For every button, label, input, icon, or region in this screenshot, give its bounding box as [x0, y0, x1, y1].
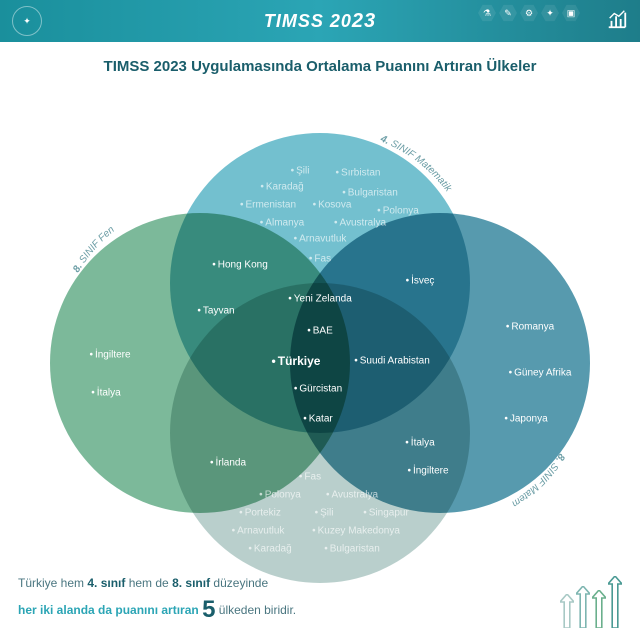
- country-label: Katar: [303, 414, 332, 425]
- country-label: Kosova: [313, 200, 352, 211]
- country-label: Hong Kong: [212, 260, 268, 271]
- country-label: Polonya: [377, 206, 419, 217]
- logo-glyph: ✦: [23, 16, 31, 27]
- country-label: Fas: [299, 472, 321, 483]
- country-label: Polonya: [259, 490, 301, 501]
- logo-emblem: ✦: [12, 6, 42, 36]
- country-label: Arnavutluk: [232, 526, 285, 537]
- country-label: İngiltere: [89, 350, 130, 361]
- country-label: Portekiz: [239, 508, 281, 519]
- header-hex-decor: ⚗✎⚙✦▣: [478, 4, 580, 22]
- country-label: Japonya: [504, 414, 547, 425]
- up-arrow-icon: [560, 594, 574, 628]
- brand-title: TIMSS 2023: [264, 10, 376, 33]
- up-arrow-icon: [576, 586, 590, 628]
- country-label: Avustralya: [326, 490, 378, 501]
- up-arrow-icon: [592, 590, 606, 628]
- footer: Türkiye hem 4. sınıf hem de 8. sınıf düz…: [18, 574, 622, 628]
- country-label: Şili: [315, 508, 334, 519]
- country-label: İtalya: [91, 388, 120, 399]
- header-bar: ✦ ⚗✎⚙✦▣ TIMSS 2023: [0, 0, 640, 42]
- country-label: Bulgaristan: [342, 188, 398, 199]
- country-label: İsveç: [406, 276, 435, 287]
- arrows-icon: [560, 576, 622, 628]
- country-label: Tayvan: [197, 306, 234, 317]
- country-label: Güney Afrika: [509, 368, 572, 379]
- chart-icon: [606, 8, 628, 35]
- country-label: Sırbistan: [336, 168, 381, 179]
- venn-diagram: 4. SINIF Matematik 8. SINIF Fen 8. SINIF…: [0, 83, 640, 533]
- country-label: Suudi Arabistan: [354, 356, 430, 367]
- country-label: Ermenistan: [240, 200, 296, 211]
- up-arrow-icon: [608, 576, 622, 628]
- country-label: Bulgaristan: [324, 544, 380, 555]
- country-label: Şili: [291, 166, 310, 177]
- country-label: Fas: [309, 254, 331, 265]
- country-label: Karadağ: [260, 182, 303, 193]
- country-label: Arnavutluk: [294, 234, 347, 245]
- country-label: İrlanda: [210, 458, 246, 469]
- country-label: İngiltere: [407, 466, 448, 477]
- country-label: Kuzey Makedonya: [312, 526, 400, 537]
- footer-text: Türkiye hem 4. sınıf hem de 8. sınıf düz…: [18, 574, 296, 628]
- country-label: İtalya: [405, 438, 434, 449]
- country-label: Romanya: [506, 322, 554, 333]
- country-label: Karadağ: [248, 544, 291, 555]
- country-label: BAE: [307, 326, 333, 337]
- country-label: Almanya: [260, 218, 304, 229]
- country-label: Yeni Zelanda: [288, 294, 352, 305]
- country-label: Singapur: [363, 508, 409, 519]
- page-title: TIMSS 2023 Uygulamasında Ortalama Puanın…: [20, 58, 620, 75]
- country-label: Türkiye: [272, 354, 321, 368]
- country-label: Avustralya: [334, 218, 386, 229]
- country-label: Gürcistan: [294, 384, 342, 395]
